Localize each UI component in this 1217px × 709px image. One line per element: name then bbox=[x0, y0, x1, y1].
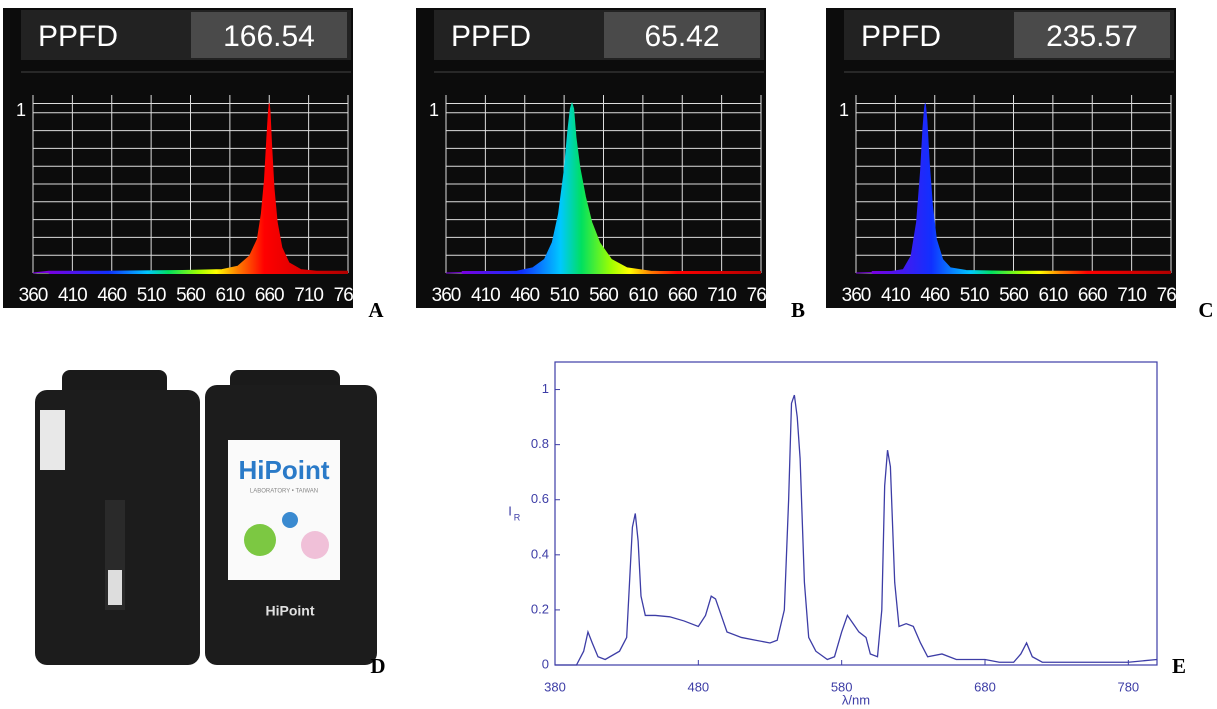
x-tick-label: 680 bbox=[974, 679, 996, 694]
value-box bbox=[1014, 12, 1170, 58]
device-brand: HiPoint bbox=[266, 603, 315, 619]
x-tick-label: 410 bbox=[58, 285, 87, 306]
y-axis-label-subscript: R bbox=[514, 512, 521, 522]
x-tick-label: 410 bbox=[471, 285, 500, 306]
x-tick-label: 610 bbox=[1039, 285, 1068, 306]
header-value: 166.54 bbox=[223, 20, 315, 53]
x-tick-label: 660 bbox=[255, 285, 284, 306]
panel-label: A bbox=[368, 298, 384, 322]
sticker bbox=[40, 410, 65, 470]
x-tick-label: 710 bbox=[707, 285, 736, 306]
globe bbox=[282, 512, 298, 528]
x-tick-label: 660 bbox=[1078, 285, 1107, 306]
y-tick-label: 1 bbox=[429, 100, 439, 120]
y-axis-label: I bbox=[508, 503, 512, 518]
panel-label: E bbox=[1172, 654, 1186, 678]
x-tick-label: 580 bbox=[831, 679, 853, 694]
x-tick-label: 560 bbox=[999, 285, 1028, 306]
x-tick-label: 480 bbox=[687, 679, 709, 694]
x-tick-label: 360 bbox=[19, 285, 48, 306]
header-label: PPFD bbox=[451, 20, 531, 53]
spectrum-line bbox=[445, 101, 761, 274]
panel-label: D bbox=[370, 654, 385, 678]
spectrum-area bbox=[33, 103, 348, 273]
x-tick-label: 360 bbox=[432, 285, 461, 306]
y-tick-label: 0.4 bbox=[531, 546, 549, 561]
plot-frame bbox=[554, 361, 1158, 666]
x-tick-label: 460 bbox=[510, 285, 539, 306]
x-tick-label: 560 bbox=[589, 285, 618, 306]
barcode bbox=[108, 570, 122, 605]
x-tick-label: 510 bbox=[960, 285, 989, 306]
panel-label: B bbox=[791, 298, 805, 322]
x-tick-label: 710 bbox=[1117, 285, 1146, 306]
x-tick-label: 460 bbox=[920, 285, 949, 306]
y-tick-label: 0.8 bbox=[531, 436, 549, 451]
x-tick-label: 660 bbox=[668, 285, 697, 306]
x-tick-label: 360 bbox=[842, 285, 871, 306]
x-tick-label: 760 bbox=[334, 285, 363, 306]
x-tick-label: 560 bbox=[176, 285, 205, 306]
spectrum-area bbox=[856, 103, 1171, 273]
x-tick-label: 710 bbox=[294, 285, 323, 306]
spectrum-line bbox=[855, 103, 1171, 274]
spectrum-line bbox=[32, 103, 348, 274]
y-tick-label: 1 bbox=[16, 100, 26, 120]
screen-subtitle: LABORATORY • TAIWAN bbox=[250, 489, 318, 495]
screen-logo: HiPoint bbox=[239, 455, 330, 485]
x-tick-label: 510 bbox=[137, 285, 166, 306]
header-value: 65.42 bbox=[644, 20, 719, 53]
x-tick-label: 380 bbox=[544, 679, 566, 694]
x-tick-label: 610 bbox=[216, 285, 245, 306]
value-box bbox=[191, 12, 347, 58]
x-tick-label: 780 bbox=[1117, 679, 1139, 694]
x-axis-label: λ/nm bbox=[842, 692, 870, 707]
y-tick-label: 0.6 bbox=[531, 491, 549, 506]
y-tick-label: 1 bbox=[542, 381, 549, 396]
data-line bbox=[555, 394, 1158, 666]
header-value: 235.57 bbox=[1046, 20, 1138, 53]
x-tick-label: 460 bbox=[97, 285, 126, 306]
y-tick-label: 0 bbox=[542, 656, 549, 671]
header-label: PPFD bbox=[38, 20, 118, 53]
mascot bbox=[301, 531, 329, 559]
x-tick-label: 760 bbox=[747, 285, 776, 306]
device-photo: HiPoint LABORATORY • TAIWAN HiPoint D bbox=[35, 370, 386, 678]
y-tick-label: 1 bbox=[839, 100, 849, 120]
value-box bbox=[604, 12, 760, 58]
panel-label: C bbox=[1198, 298, 1213, 322]
mascot bbox=[244, 524, 276, 556]
y-tick-label: 0.2 bbox=[531, 601, 549, 616]
x-tick-label: 510 bbox=[550, 285, 579, 306]
header-label: PPFD bbox=[861, 20, 941, 53]
x-tick-label: 610 bbox=[629, 285, 658, 306]
x-tick-label: 410 bbox=[881, 285, 910, 306]
x-tick-label: 760 bbox=[1157, 285, 1186, 306]
